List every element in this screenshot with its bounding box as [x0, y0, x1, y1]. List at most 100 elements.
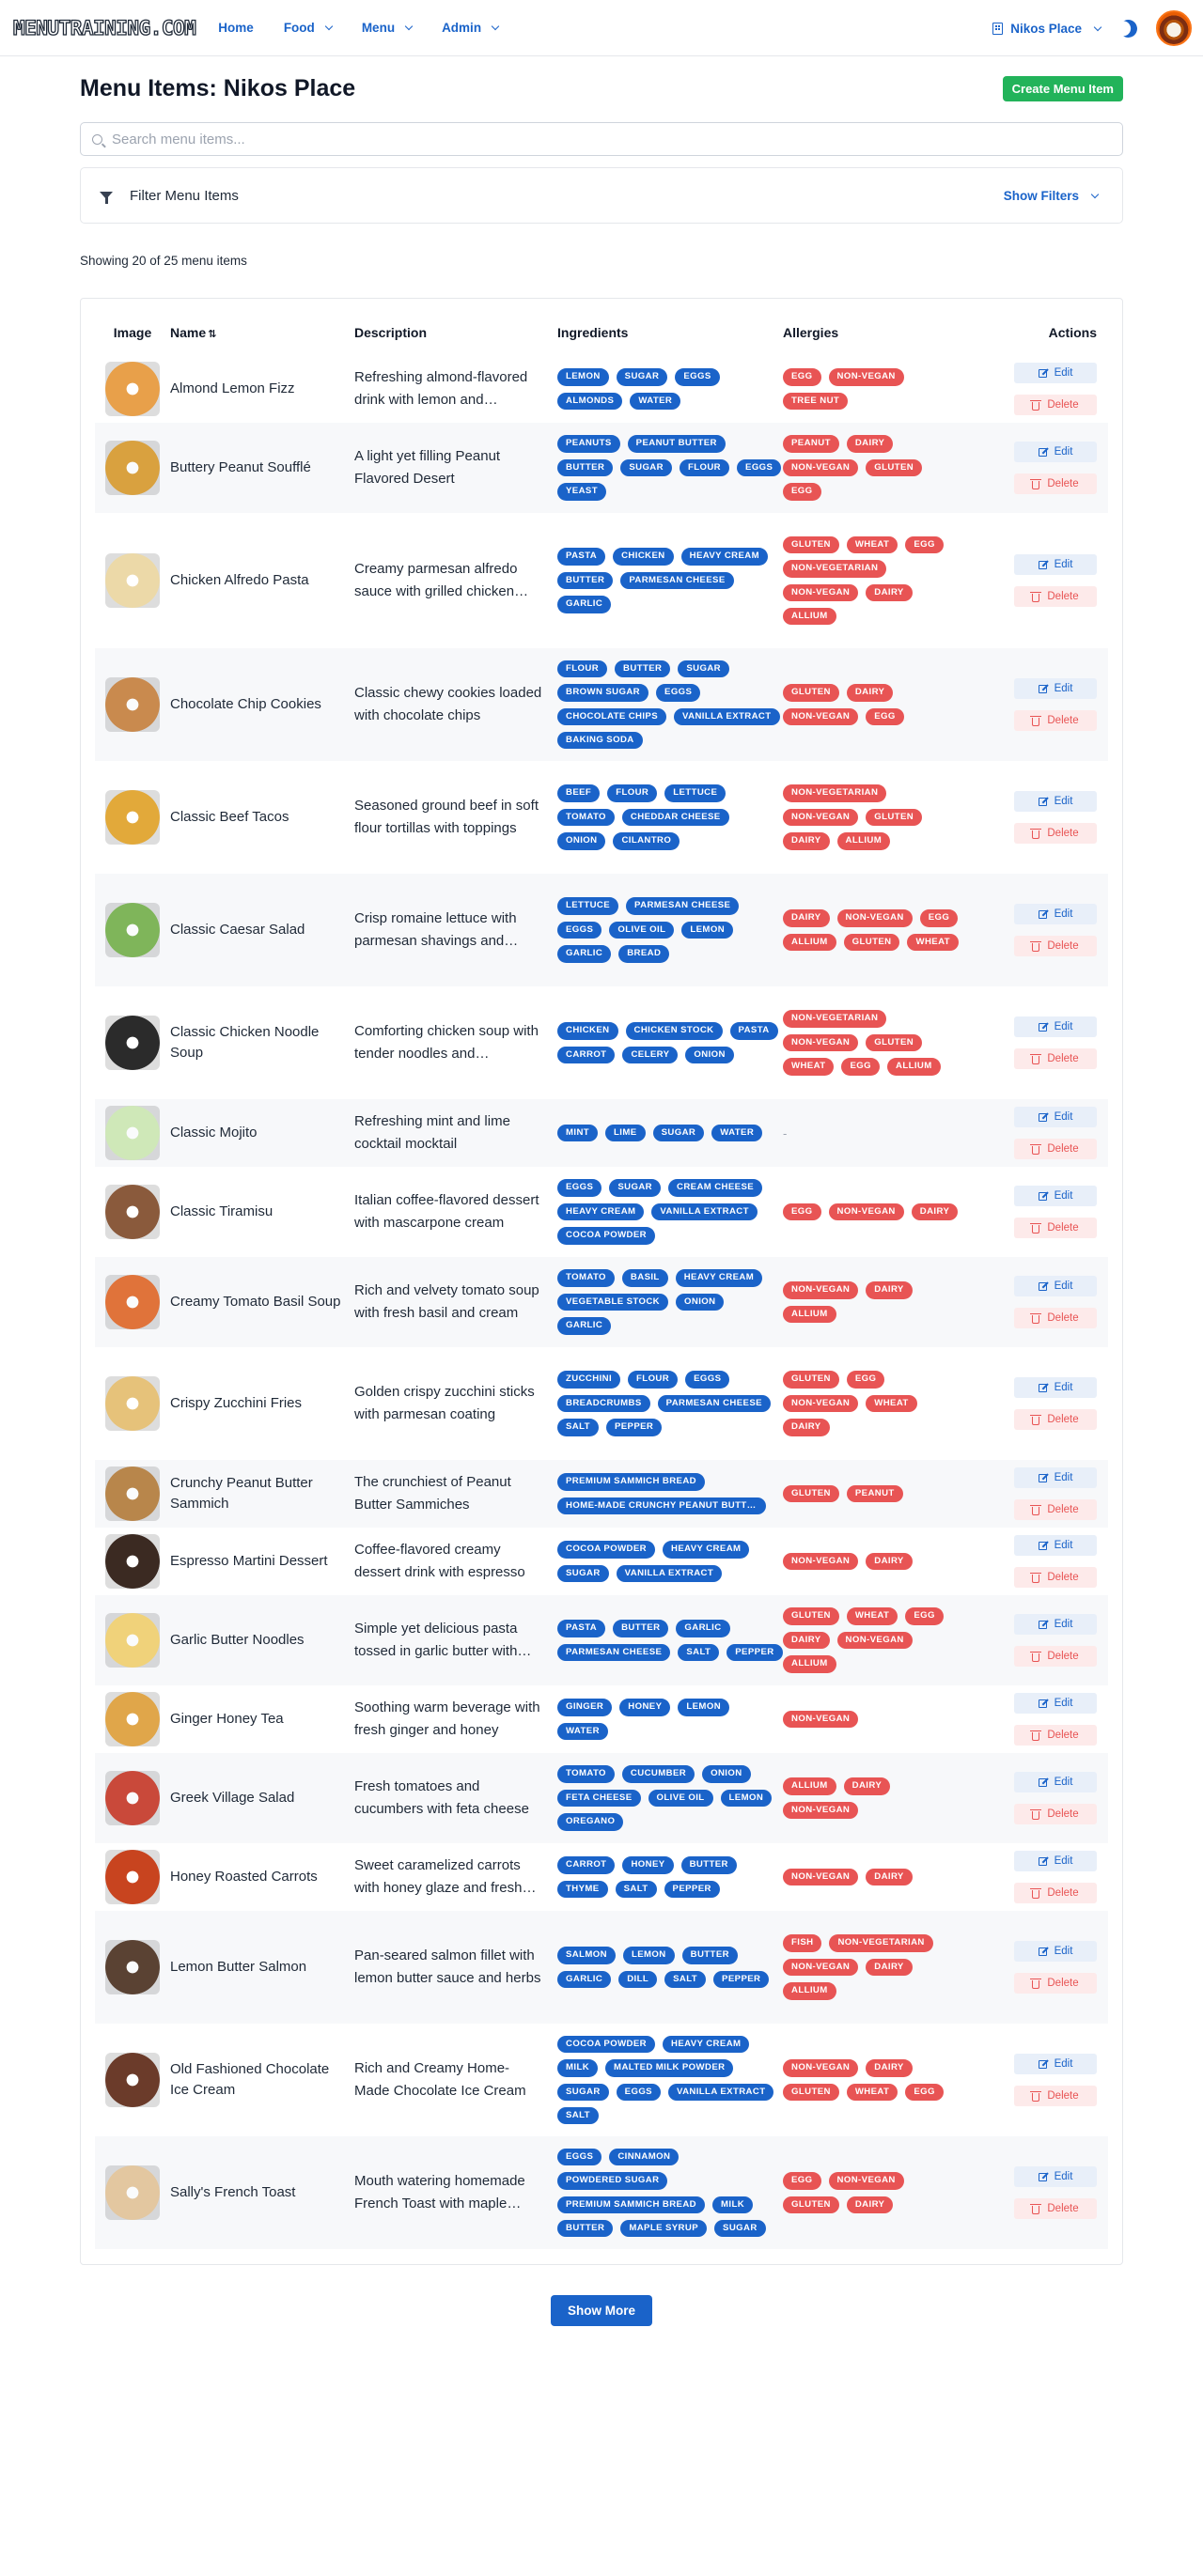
- show-filters-toggle[interactable]: Show Filters: [1004, 189, 1100, 203]
- item-name[interactable]: Chicken Alfredo Pasta: [170, 571, 309, 588]
- edit-button[interactable]: Edit: [1014, 904, 1097, 924]
- show-more-button[interactable]: Show More: [550, 2295, 652, 2326]
- site-logo[interactable]: MENUTRAINING.COM: [12, 16, 196, 39]
- edit-button[interactable]: Edit: [1014, 1851, 1097, 1871]
- item-name[interactable]: Honey Roasted Carrots: [170, 1868, 318, 1885]
- item-name[interactable]: Buttery Peanut Soufflé: [170, 423, 354, 513]
- table-row[interactable]: Classic Tiramisu Italian coffee-flavored …: [95, 1167, 1108, 1257]
- edit-button[interactable]: Edit: [1014, 2054, 1097, 2074]
- edit-button[interactable]: Edit: [1014, 1107, 1097, 1127]
- nav-menu[interactable]: Menu: [362, 21, 414, 35]
- table-row[interactable]: Chocolate Chip Cookies Classic chewy cook…: [95, 648, 1108, 761]
- ingredient-chip: PARMESAN CHEESE: [557, 1643, 671, 1661]
- delete-button[interactable]: Delete: [1014, 473, 1097, 494]
- nav-home[interactable]: Home: [218, 21, 254, 35]
- table-row[interactable]: Honey Roasted Carrots Sweet caramelized c…: [95, 1843, 1108, 1911]
- edit-button[interactable]: Edit: [1014, 1276, 1097, 1296]
- edit-button[interactable]: Edit: [1014, 1693, 1097, 1714]
- edit-button[interactable]: Edit: [1014, 1016, 1097, 1037]
- filter-panel[interactable]: Filter Menu Items Show Filters: [80, 167, 1123, 224]
- edit-button[interactable]: Edit: [1014, 791, 1097, 812]
- restaurant-selector[interactable]: Nikos Place: [992, 22, 1102, 36]
- ingredient-list: PASTA CHICKEN HEAVY CREAM BUTTER PARMESAN CH…: [557, 540, 783, 620]
- delete-button[interactable]: Delete: [1014, 395, 1097, 415]
- item-name[interactable]: Sally's French Toast: [170, 2136, 354, 2249]
- delete-button[interactable]: Delete: [1014, 1567, 1097, 1588]
- create-menu-item-button[interactable]: Create Menu Item: [1002, 75, 1123, 101]
- delete-button[interactable]: Delete: [1014, 1883, 1097, 1903]
- delete-button[interactable]: Delete: [1014, 823, 1097, 844]
- edit-button[interactable]: Edit: [1014, 1467, 1097, 1488]
- trash-icon: [1030, 1312, 1042, 1324]
- edit-button[interactable]: Edit: [1014, 1186, 1097, 1206]
- delete-button[interactable]: Delete: [1014, 936, 1097, 956]
- delete-button[interactable]: Delete: [1014, 1646, 1097, 1667]
- table-row[interactable]: Espresso Martini Dessert Coffee-flavored …: [95, 1528, 1108, 1595]
- item-name[interactable]: Classic Mojito: [170, 1099, 354, 1167]
- delete-button[interactable]: Delete: [1014, 1973, 1097, 1994]
- edit-button[interactable]: Edit: [1014, 1941, 1097, 1962]
- delete-button[interactable]: Delete: [1014, 2198, 1097, 2219]
- table-row[interactable]: Creamy Tomato Basil Soup Rich and velvety…: [95, 1257, 1108, 1347]
- table-row[interactable]: Old Fashioned Chocolate Ice Cream Rich an…: [95, 2024, 1108, 2136]
- item-name[interactable]: Old Fashioned Chocolate Ice Cream: [170, 2060, 330, 2099]
- delete-button[interactable]: Delete: [1014, 710, 1097, 731]
- edit-button[interactable]: Edit: [1014, 1377, 1097, 1398]
- edit-button[interactable]: Edit: [1014, 1614, 1097, 1635]
- allergy-chip: NON-VEGAN: [783, 458, 859, 477]
- table-row[interactable]: Classic Beef Tacos Seasoned ground beef i…: [95, 761, 1108, 874]
- delete-button[interactable]: Delete: [1014, 1725, 1097, 1746]
- edit-button[interactable]: Edit: [1014, 678, 1097, 699]
- header-name[interactable]: Name ⇅: [170, 310, 354, 355]
- edit-button[interactable]: Edit: [1014, 2166, 1097, 2187]
- delete-button[interactable]: Delete: [1014, 1804, 1097, 1824]
- item-name[interactable]: Classic Caesar Salad: [170, 874, 354, 986]
- table-row[interactable]: Sally's French Toast Mouth watering homem…: [95, 2136, 1108, 2249]
- table-row[interactable]: Greek Village Salad Fresh tomatoes and cu…: [95, 1753, 1108, 1843]
- user-avatar[interactable]: [1156, 10, 1192, 46]
- delete-button[interactable]: Delete: [1014, 1308, 1097, 1328]
- delete-button[interactable]: Delete: [1014, 1499, 1097, 1520]
- edit-button[interactable]: Edit: [1014, 1772, 1097, 1792]
- item-name[interactable]: Chocolate Chip Cookies: [170, 648, 354, 761]
- edit-button[interactable]: Edit: [1014, 1535, 1097, 1556]
- item-name[interactable]: Classic Chicken Noodle Soup: [170, 1023, 320, 1062]
- table-row[interactable]: Classic Mojito Refreshing mint and lime c…: [95, 1099, 1108, 1167]
- item-name[interactable]: Creamy Tomato Basil Soup: [170, 1257, 354, 1347]
- delete-button[interactable]: Delete: [1014, 1409, 1097, 1430]
- delete-button[interactable]: Delete: [1014, 2086, 1097, 2106]
- nav-food[interactable]: Food: [284, 21, 334, 35]
- table-row[interactable]: Classic Caesar Salad Crisp romaine lettuc…: [95, 874, 1108, 986]
- table-row[interactable]: Crunchy Peanut Butter Sammich The crunchi…: [95, 1460, 1108, 1528]
- moon-icon[interactable]: [1117, 17, 1139, 39]
- item-name[interactable]: Crispy Zucchini Fries: [170, 1394, 303, 1411]
- item-name[interactable]: Ginger Honey Tea: [170, 1710, 284, 1727]
- item-name[interactable]: Garlic Butter Noodles: [170, 1595, 354, 1685]
- table-row[interactable]: Crispy Zucchini Fries Golden crispy zucch…: [95, 1347, 1108, 1460]
- delete-button[interactable]: Delete: [1014, 1218, 1097, 1238]
- table-row[interactable]: Almond Lemon Fizz Refreshing almond-flavo…: [95, 355, 1108, 423]
- item-name[interactable]: Lemon Butter Salmon: [170, 1911, 354, 2024]
- nav-admin[interactable]: Admin: [442, 21, 500, 35]
- search-input[interactable]: [112, 131, 1122, 147]
- delete-button[interactable]: Delete: [1014, 1048, 1097, 1069]
- table-row[interactable]: Garlic Butter Noodles Simple yet deliciou…: [95, 1595, 1108, 1685]
- table-row[interactable]: Classic Chicken Noodle Soup Comforting ch…: [95, 986, 1108, 1099]
- table-row[interactable]: Ginger Honey Tea Soothing warm beverage w…: [95, 1685, 1108, 1753]
- edit-button[interactable]: Edit: [1014, 442, 1097, 462]
- item-name[interactable]: Almond Lemon Fizz: [170, 380, 295, 396]
- item-name[interactable]: Crunchy Peanut Butter Sammich: [170, 1460, 354, 1528]
- edit-icon: [1038, 1777, 1047, 1787]
- edit-button[interactable]: Edit: [1014, 363, 1097, 383]
- delete-button[interactable]: Delete: [1014, 1139, 1097, 1159]
- table-row[interactable]: Lemon Butter Salmon Pan-seared salmon fil…: [95, 1911, 1108, 2024]
- table-row[interactable]: Buttery Peanut Soufflé A light yet fillin…: [95, 423, 1108, 513]
- item-name[interactable]: Classic Tiramisu: [170, 1203, 273, 1219]
- item-name[interactable]: Greek Village Salad: [170, 1753, 354, 1843]
- edit-button[interactable]: Edit: [1014, 554, 1097, 575]
- item-name[interactable]: Espresso Martini Dessert: [170, 1552, 328, 1569]
- sort-icon[interactable]: ⇅: [208, 329, 217, 340]
- table-row[interactable]: Chicken Alfredo Pasta Creamy parmesan alf…: [95, 513, 1108, 648]
- delete-button[interactable]: Delete: [1014, 586, 1097, 607]
- item-name[interactable]: Classic Beef Tacos: [170, 808, 289, 825]
